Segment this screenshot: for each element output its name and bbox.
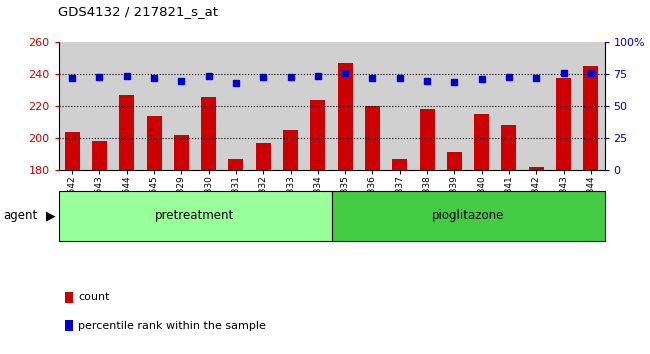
- Bar: [332, 191, 604, 241]
- Bar: [386, 42, 413, 170]
- Bar: [365, 106, 380, 170]
- Bar: [495, 42, 523, 170]
- Bar: [528, 167, 544, 170]
- Bar: [58, 191, 332, 241]
- Bar: [556, 78, 571, 170]
- Bar: [168, 42, 195, 170]
- Text: GDS4132 / 217821_s_at: GDS4132 / 217821_s_at: [58, 5, 218, 18]
- Bar: [392, 159, 408, 170]
- Bar: [113, 42, 140, 170]
- Bar: [447, 152, 462, 170]
- Bar: [174, 135, 189, 170]
- Bar: [304, 42, 332, 170]
- Bar: [523, 42, 550, 170]
- Bar: [441, 42, 468, 170]
- Bar: [577, 42, 605, 170]
- Bar: [550, 42, 577, 170]
- Bar: [583, 67, 599, 170]
- Bar: [228, 159, 244, 170]
- Bar: [310, 100, 326, 170]
- Text: ▶: ▶: [46, 210, 55, 222]
- Bar: [419, 109, 435, 170]
- Bar: [337, 63, 353, 170]
- Bar: [140, 42, 168, 170]
- Bar: [250, 42, 277, 170]
- Bar: [58, 42, 86, 170]
- Text: pretreatment: pretreatment: [155, 210, 235, 222]
- Text: pioglitazone: pioglitazone: [432, 210, 504, 222]
- Bar: [332, 42, 359, 170]
- Text: count: count: [78, 292, 109, 302]
- Bar: [86, 42, 113, 170]
- Bar: [283, 130, 298, 170]
- Bar: [277, 42, 304, 170]
- Bar: [64, 132, 80, 170]
- Bar: [413, 42, 441, 170]
- Bar: [501, 125, 517, 170]
- Bar: [92, 141, 107, 170]
- Bar: [359, 42, 386, 170]
- Bar: [474, 114, 489, 170]
- Bar: [119, 95, 135, 170]
- Text: percentile rank within the sample: percentile rank within the sample: [78, 321, 266, 331]
- Bar: [255, 143, 271, 170]
- Bar: [201, 97, 216, 170]
- Bar: [195, 42, 222, 170]
- Text: agent: agent: [3, 210, 38, 222]
- Bar: [146, 116, 162, 170]
- Bar: [222, 42, 250, 170]
- Bar: [468, 42, 495, 170]
